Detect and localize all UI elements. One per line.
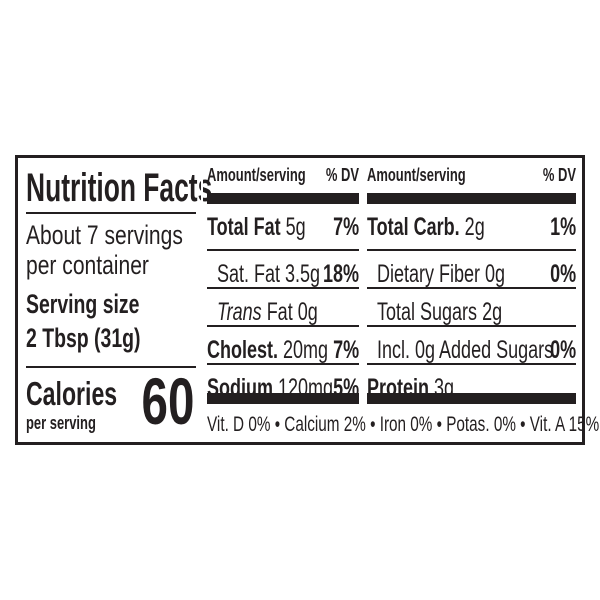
thick-bar <box>367 393 576 404</box>
nutrient-dv: 0% <box>549 336 576 364</box>
nutrient-row: Total Sugars 2g <box>377 300 502 325</box>
calories-value: 60 <box>141 364 194 438</box>
servings-per-container-2: per container <box>26 250 149 280</box>
divider <box>26 212 196 214</box>
nutrient-name: Total Carb. <box>367 213 460 241</box>
nutrient-amount: 2g <box>464 213 485 241</box>
dv-header: % DV <box>542 165 576 185</box>
nutrient-row: Total Carb. 2g <box>367 215 485 240</box>
nutrient-name: Dietary Fiber <box>377 260 481 288</box>
nutrient-dv: 1% <box>549 213 576 241</box>
nutrient-name: Incl. 0g Added Sugars <box>377 336 554 364</box>
title: Nutrition Facts <box>26 166 213 210</box>
nutrient-name: Trans <box>217 298 262 326</box>
nutrient-row: Incl. 0g Added Sugars <box>377 338 553 363</box>
nutrient-row: Total Fat 5g <box>207 215 306 240</box>
row-divider <box>367 325 576 327</box>
serving-size: 2 Tbsp (31g) <box>26 323 141 353</box>
row-divider <box>207 287 359 289</box>
amount-header: Amount/serving <box>207 165 306 185</box>
nutrient-name: Total Fat <box>207 213 281 241</box>
nutrient-name: Total Sugars <box>377 298 478 326</box>
nutrient-name: Sat. Fat <box>217 260 281 288</box>
calories-sub: per serving <box>26 413 96 433</box>
gap <box>201 158 203 442</box>
row-divider <box>367 363 576 365</box>
row-divider <box>207 249 359 251</box>
row-divider <box>367 287 576 289</box>
divider <box>26 366 196 368</box>
nutrient-amount: Fat 0g <box>266 298 318 326</box>
serving-size-label: Serving size <box>26 289 140 319</box>
nutrient-dv: 0% <box>549 260 576 288</box>
row-divider <box>207 363 359 365</box>
thick-bar <box>207 193 359 204</box>
calories-label: Calories <box>26 375 118 412</box>
row-divider <box>367 249 576 251</box>
nutrient-amount: 5g <box>285 213 306 241</box>
nutrient-dv: 18% <box>322 260 359 288</box>
nutrient-dv: 7% <box>332 336 359 364</box>
dv-header: % DV <box>325 165 359 185</box>
thick-bar <box>207 393 359 404</box>
servings-per-container: About 7 servings <box>26 220 183 250</box>
nutrient-dv: 7% <box>332 213 359 241</box>
amount-header: Amount/serving <box>367 165 466 185</box>
nutrition-facts-label: Nutrition Facts About 7 servings per con… <box>15 155 599 445</box>
nutrient-row: Sat. Fat 3.5g <box>217 262 320 287</box>
row-divider <box>207 325 359 327</box>
nutrient-name: Cholest. <box>207 336 279 364</box>
nutrient-amount: 0g <box>485 260 506 288</box>
nutrient-row: Dietary Fiber 0g <box>377 262 505 287</box>
nutrient-row: Cholest. 20mg <box>207 338 328 363</box>
nutrient-row: Trans Fat 0g <box>217 300 318 325</box>
nutrient-amount: 2g <box>482 298 503 326</box>
nutrient-amount: 3.5g <box>285 260 321 288</box>
vitamins-footer: Vit. D 0% • Calcium 2% • Iron 0% • Potas… <box>207 413 600 436</box>
thick-bar <box>367 193 576 204</box>
nutrient-amount: 20mg <box>283 336 329 364</box>
